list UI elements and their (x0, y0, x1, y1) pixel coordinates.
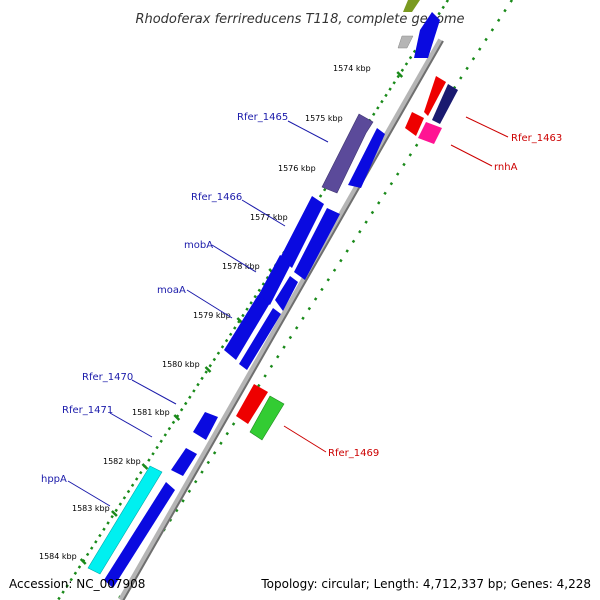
forward-leaders (67, 120, 329, 507)
tick-mark-8 (141, 463, 149, 470)
tick-mark-9 (111, 510, 118, 517)
gene-arrow-Rfer_1469[interactable] (249, 395, 285, 441)
gene-arrow-Rfer_1465[interactable] (321, 113, 374, 194)
gene-label-Rfer_1466[interactable]: Rfer_1466 (191, 192, 242, 203)
gene-label-moaA[interactable]: moaA (157, 285, 186, 296)
map-title: Rhodoferax ferrireducens T118, complete … (135, 12, 464, 27)
genome-backbone (118, 38, 444, 600)
gene-label-Rfer_1465[interactable]: Rfer_1465 (237, 112, 288, 123)
gene-arrow-Rfer_1463[interactable] (424, 76, 446, 116)
tick-label-1578: 1578 kbp (222, 262, 260, 271)
gene-arrow-moaA[interactable] (258, 255, 292, 305)
gene-arrow-mobA[interactable] (294, 208, 340, 280)
gene-arrow-Rfer_1466[interactable] (280, 196, 324, 268)
gene-arrow-hppA[interactable] (87, 465, 163, 575)
tick-label-1580: 1580 kbp (162, 360, 200, 369)
gene-label-Rfer_1470[interactable]: Rfer_1470 (82, 372, 133, 383)
tick-label-1583: 1583 kbp (72, 504, 110, 513)
tick-label-1577: 1577 kbp (250, 213, 288, 222)
gene-label-Rfer_1471[interactable]: Rfer_1471 (62, 405, 113, 416)
gene-label-hppA[interactable]: hppA (41, 474, 67, 485)
gene-arrow-Rfer_1470[interactable] (193, 412, 218, 440)
tick-label-1581: 1581 kbp (132, 408, 170, 417)
tick-label-1584: 1584 kbp (39, 552, 77, 561)
tick-label-1574: 1574 kbp (333, 64, 371, 73)
gene-label-rnhA[interactable]: rnhA (494, 162, 518, 173)
gene-label-Rfer_1463[interactable]: Rfer_1463 (511, 133, 562, 144)
tick-label-1579: 1579 kbp (193, 311, 231, 320)
outer-ruler (116, 0, 514, 600)
accession-text: Accession: NC_007908 (9, 577, 146, 591)
gene-partial-grey (397, 35, 414, 49)
tick-mark-6 (204, 366, 212, 373)
tick-label-1576: 1576 kbp (278, 164, 316, 173)
gene-arrow-Rfer_1463-c[interactable] (432, 84, 458, 124)
tick-ruler (56, 0, 450, 600)
topology-text: Topology: circular; Length: 4,712,337 bp… (261, 577, 591, 591)
reverse-leaders (283, 116, 509, 453)
tick-mark-7 (173, 414, 181, 421)
gene-arrow-Rfer_1465-b[interactable] (348, 128, 385, 188)
gene-label-Rfer_1469[interactable]: Rfer_1469 (328, 448, 379, 459)
gene-partial-olive (403, 0, 420, 12)
gene-arrow-rnhA[interactable] (418, 122, 442, 144)
gene-arrow-moaA-b[interactable] (275, 276, 298, 311)
gene-arrow-hppA-b[interactable] (104, 482, 175, 588)
gene-arrow-Rfer_1463-b[interactable] (405, 112, 424, 136)
gene-arrow-Rfer_1469-b[interactable] (236, 384, 268, 424)
gene-arrow-Rfer_1470-b[interactable] (239, 308, 281, 370)
tick-mark-0 (396, 71, 404, 78)
tick-label-1582: 1582 kbp (103, 457, 141, 466)
gene-arrow-Rfer_1470-pair[interactable] (224, 295, 270, 360)
gene-partial-blue (414, 12, 440, 58)
gene-label-mobA[interactable]: mobA (184, 240, 213, 251)
tick-label-1575: 1575 kbp (305, 114, 343, 123)
tick-labels: 1574 kbp 1575 kbp 1576 kbp 1577 kbp 1578… (39, 64, 371, 561)
tick-mark-10 (79, 558, 87, 565)
gene-arrow-Rfer_1471[interactable] (171, 448, 197, 476)
